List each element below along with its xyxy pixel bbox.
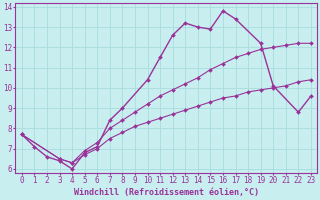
X-axis label: Windchill (Refroidissement éolien,°C): Windchill (Refroidissement éolien,°C) xyxy=(74,188,259,197)
